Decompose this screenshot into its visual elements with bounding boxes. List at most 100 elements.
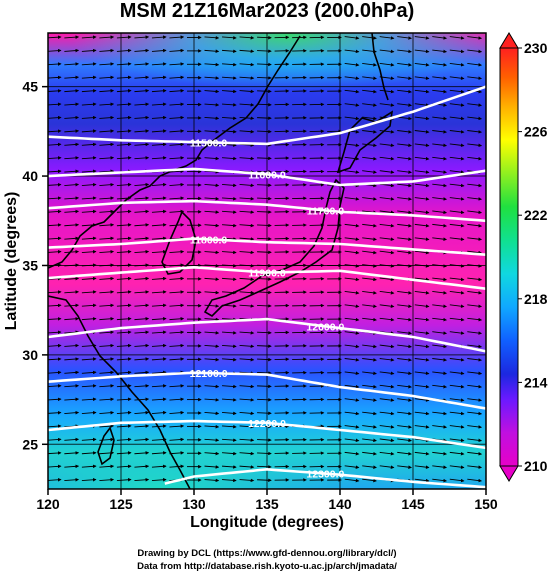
wind-vector-336 <box>239 304 255 308</box>
coastline-hokkaido <box>336 110 394 174</box>
wind-vector-828 <box>99 35 115 39</box>
wind-vector-103 <box>99 424 115 428</box>
wind-vector-734 <box>204 89 220 94</box>
wind-vector-849 <box>467 36 483 40</box>
wind-vector-344 <box>379 304 395 308</box>
wind-vector-198 <box>449 384 465 389</box>
wind-vector-510 <box>222 210 237 214</box>
wind-vector-129 <box>116 410 132 415</box>
wind-vector-822 <box>432 49 447 54</box>
wind-vector-4 <box>116 477 132 482</box>
wind-vector-535 <box>222 196 237 201</box>
wind-vector-443 <box>362 250 377 255</box>
wind-vector-619 <box>379 156 395 161</box>
wind-vector-562 <box>257 183 272 187</box>
wind-vector-747 <box>432 89 447 94</box>
wind-vector-361 <box>239 290 255 295</box>
wind-vector-31 <box>151 464 167 469</box>
wind-vector-729 <box>116 89 132 93</box>
wind-vector-143 <box>362 411 377 416</box>
wind-vector-504 <box>116 209 132 214</box>
wind-vector-222 <box>432 371 447 376</box>
contour-line-2 <box>48 199 486 223</box>
wind-vector-495 <box>397 223 412 228</box>
wind-vector-754 <box>116 75 132 80</box>
wind-vector-261 <box>239 344 255 349</box>
wind-vector-806 <box>151 48 167 53</box>
x-tick-label-145: 145 <box>401 496 425 512</box>
wind-vector-746 <box>414 89 430 94</box>
wind-vector-494 <box>379 223 395 228</box>
wind-vector-107 <box>169 424 185 428</box>
wind-vector-728 <box>99 89 115 93</box>
wind-vector-423 <box>449 264 465 268</box>
height-contours: 11500.0 11600.0 11700.0 11800.0 11900.0 12000… <box>48 85 486 489</box>
wind-vector-268 <box>362 344 377 349</box>
wind-vector-353 <box>99 290 115 294</box>
wind-vector-393 <box>362 277 377 282</box>
wind-vector-724 <box>467 103 483 107</box>
wind-vector-110 <box>222 424 237 429</box>
wind-vector-622 <box>432 156 447 161</box>
wind-vector-626 <box>64 142 80 147</box>
x-tick-label-150: 150 <box>474 496 498 512</box>
wind-vector-642 <box>344 143 360 148</box>
wind-vector-462 <box>257 237 272 241</box>
wind-vector-551 <box>64 182 80 187</box>
wind-vector-332 <box>169 303 185 308</box>
wind-vector-697 <box>432 116 447 121</box>
wind-vector-675 <box>48 115 62 120</box>
contour-line-4 <box>48 265 486 290</box>
wind-vector-343 <box>362 304 377 308</box>
y-tick-label-35: 35 <box>22 257 38 273</box>
wind-vector-224 <box>467 371 483 376</box>
wind-vector-178 <box>99 384 115 388</box>
x-axis: 120 125 130 135 140 145 150 <box>36 489 498 512</box>
wind-vector-205 <box>134 370 150 375</box>
wind-vector-446 <box>414 250 430 255</box>
wind-vector-152 <box>81 397 97 402</box>
wind-vector-371 <box>414 290 430 295</box>
wind-vector-380 <box>134 276 150 281</box>
y-tick-label-30: 30 <box>22 347 38 363</box>
wind-vector-98 <box>449 438 465 443</box>
contour-label-2: 11700.0 <box>307 205 345 217</box>
wind-vector-186 <box>239 384 255 389</box>
wind-vector-720 <box>397 103 412 107</box>
wind-vector-554 <box>116 182 132 187</box>
wind-vector-799 <box>467 62 483 67</box>
wind-vector-560 <box>222 183 237 188</box>
wind-vector-684 <box>204 116 220 121</box>
wind-vector-430 <box>134 249 150 254</box>
wind-vector-167 <box>344 398 360 402</box>
wind-vector-43 <box>362 465 377 469</box>
wind-vector-194 <box>379 384 395 389</box>
coastline-korea <box>161 210 197 275</box>
wind-vector-292 <box>344 331 360 335</box>
wind-vector-303 <box>99 317 115 321</box>
wind-vector-18 <box>362 478 377 483</box>
wind-vector-276 <box>64 330 80 335</box>
wind-vector-302 <box>81 317 97 321</box>
wind-vector-787 <box>257 62 272 67</box>
wind-vector-572 <box>432 183 447 188</box>
wind-vector-750 <box>48 75 62 80</box>
wind-vector-230 <box>134 357 150 361</box>
wind-vector-506 <box>151 209 167 214</box>
contour-line-7 <box>48 419 486 450</box>
wind-vector-804 <box>116 48 132 53</box>
wind-vector-668 <box>362 130 377 134</box>
wind-vector-219 <box>379 371 395 376</box>
wind-vector-267 <box>344 344 360 349</box>
colorbar-tick-label-214: 214 <box>524 374 548 390</box>
wind-vector-773 <box>449 76 465 80</box>
wind-vector-367 <box>344 290 360 295</box>
wind-vector-54 <box>116 451 132 455</box>
wind-vector-475 <box>48 223 62 227</box>
wind-vector-597 <box>432 170 447 174</box>
wind-vector-649 <box>467 143 483 148</box>
wind-vector-126 <box>64 410 80 415</box>
wind-vector-181 <box>151 384 167 388</box>
wind-vector-635 <box>222 143 237 147</box>
wind-vector-460 <box>222 237 237 241</box>
